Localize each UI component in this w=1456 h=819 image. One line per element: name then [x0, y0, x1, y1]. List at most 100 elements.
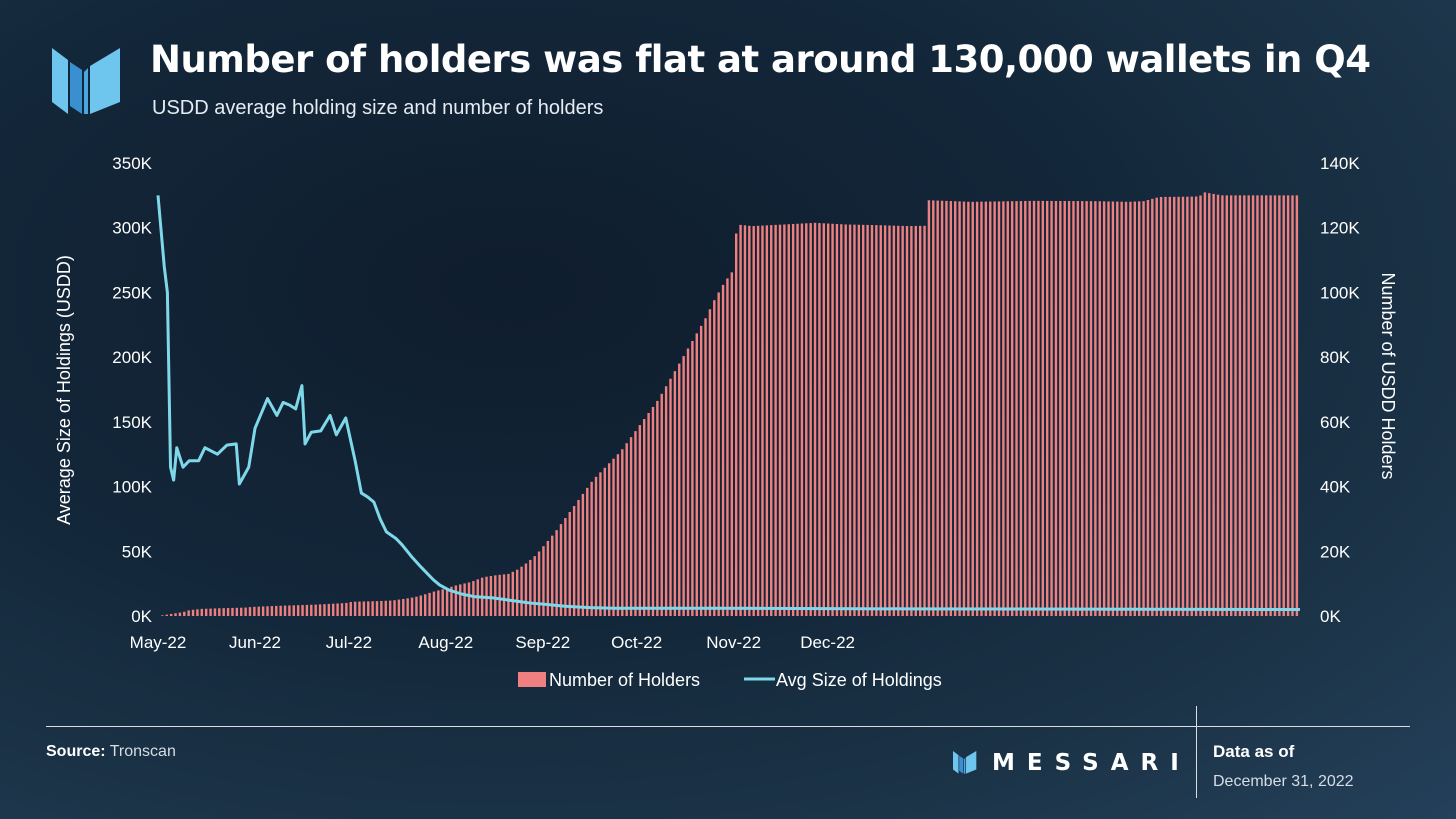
- holders-bar: [1247, 195, 1250, 617]
- holders-bar: [393, 600, 396, 616]
- holders-bar: [1124, 201, 1128, 617]
- holders-bar: [1208, 193, 1211, 616]
- holders-bar: [1151, 198, 1154, 616]
- holders-bar: [1081, 201, 1084, 617]
- holders-bar: [634, 431, 637, 616]
- holders-bar: [428, 592, 431, 616]
- holders-bar: [1256, 195, 1259, 617]
- holders-bar: [388, 600, 392, 616]
- holders-bar: [1067, 201, 1071, 617]
- holders-bar: [1186, 196, 1189, 616]
- holders-bar: [327, 603, 331, 616]
- holders-bar: [594, 476, 598, 616]
- holders-bar: [1059, 200, 1062, 617]
- holders-bar: [423, 594, 427, 616]
- holders-bar: [818, 223, 821, 616]
- holders-bar: [835, 223, 839, 617]
- holders-bar: [275, 605, 278, 616]
- data-as-of-label: Data as of: [1213, 742, 1295, 761]
- holders-bar: [647, 413, 650, 616]
- right-axis-tick-label: 0K: [1320, 607, 1341, 626]
- messari-brand: MESSARI: [952, 750, 1191, 776]
- holders-bar: [1212, 193, 1215, 616]
- holders-bar: [669, 378, 672, 616]
- holders-bar: [572, 505, 576, 616]
- holders-bar: [1142, 201, 1145, 616]
- holders-bar: [345, 602, 348, 616]
- chart-subtitle: USDD average holding size and number of …: [152, 97, 604, 119]
- holders-bar: [1194, 196, 1198, 616]
- holders-bar: [1063, 201, 1066, 616]
- holders-bar: [410, 597, 414, 616]
- holders-bar: [248, 607, 252, 616]
- right-axis-tick-label: 100K: [1320, 283, 1360, 302]
- holders-bar: [599, 472, 602, 616]
- holders-bar: [524, 563, 528, 616]
- holders-bar: [914, 225, 917, 616]
- holders-bar: [270, 606, 274, 616]
- holders-bar: [1006, 201, 1009, 616]
- source-note: Source: Tronscan: [46, 743, 176, 760]
- holders-bar: [958, 201, 961, 616]
- holders-bar: [454, 585, 458, 616]
- holders-bar: [174, 613, 177, 616]
- left-axis-tick-label: 250K: [112, 283, 152, 302]
- holders-bar: [879, 225, 882, 616]
- left-axis-label: Average Size of Holdings (USDD): [54, 255, 74, 525]
- holders-bar: [266, 606, 269, 616]
- holders-bars: [161, 192, 1299, 617]
- left-axis-ticks: 0K 50K 100K 150K 200K 250K 300K 350K: [112, 154, 152, 626]
- messari-logo-icon: [52, 48, 120, 114]
- holders-bar: [699, 325, 703, 616]
- holders-bar: [954, 201, 957, 617]
- holders-bar: [660, 393, 663, 616]
- holders-bar: [1190, 196, 1193, 617]
- holders-bar: [1181, 196, 1185, 617]
- holders-bar: [840, 224, 843, 616]
- holders-bar: [1102, 201, 1106, 616]
- holders-bar: [1251, 195, 1255, 617]
- holders-bar: [191, 609, 195, 616]
- holders-bar: [380, 600, 383, 616]
- holders-bar: [967, 201, 970, 616]
- holders-bar: [1234, 195, 1237, 617]
- holders-bar: [1291, 195, 1294, 617]
- holders-bar: [340, 603, 344, 616]
- holders-bar: [682, 356, 685, 616]
- right-axis-label: Number of USDD Holders: [1378, 272, 1398, 479]
- holders-bar: [397, 599, 401, 616]
- holders-bar: [813, 222, 817, 617]
- holders-bar: [314, 604, 317, 616]
- holders-bar: [1282, 195, 1285, 617]
- holders-bar: [774, 224, 777, 616]
- holders-bar: [441, 589, 444, 616]
- holders-bar: [844, 224, 847, 616]
- holders-bar: [568, 512, 571, 616]
- right-axis-tick-label: 20K: [1320, 542, 1351, 561]
- holders-bar: [1199, 195, 1202, 617]
- holders-bar: [494, 575, 497, 616]
- holders-bar: [1278, 195, 1281, 617]
- holders-bar: [292, 605, 295, 616]
- holders-bar: [643, 419, 646, 616]
- holders-bar: [1260, 195, 1264, 617]
- holders-bar: [1133, 201, 1137, 617]
- holders-bar: [1216, 194, 1220, 616]
- holders-bar: [533, 556, 536, 616]
- holders-bar: [857, 224, 861, 617]
- holders-bar: [200, 608, 204, 616]
- holders-bar: [971, 201, 974, 616]
- holders-bar: [910, 226, 913, 617]
- holders-bar: [353, 601, 357, 616]
- chart-title: Number of holders was flat at around 130…: [150, 38, 1371, 81]
- holders-bar: [980, 201, 983, 617]
- right-axis-tick-label: 40K: [1320, 478, 1351, 497]
- holders-bar: [783, 224, 786, 616]
- data-as-of-date: December 31, 2022: [1213, 773, 1354, 790]
- holders-bar: [962, 201, 966, 617]
- holders-bar: [1015, 201, 1018, 616]
- holders-bar: [651, 406, 655, 616]
- holders-bar: [459, 584, 462, 616]
- holders-bar: [1041, 200, 1045, 616]
- holders-bar: [1203, 192, 1207, 616]
